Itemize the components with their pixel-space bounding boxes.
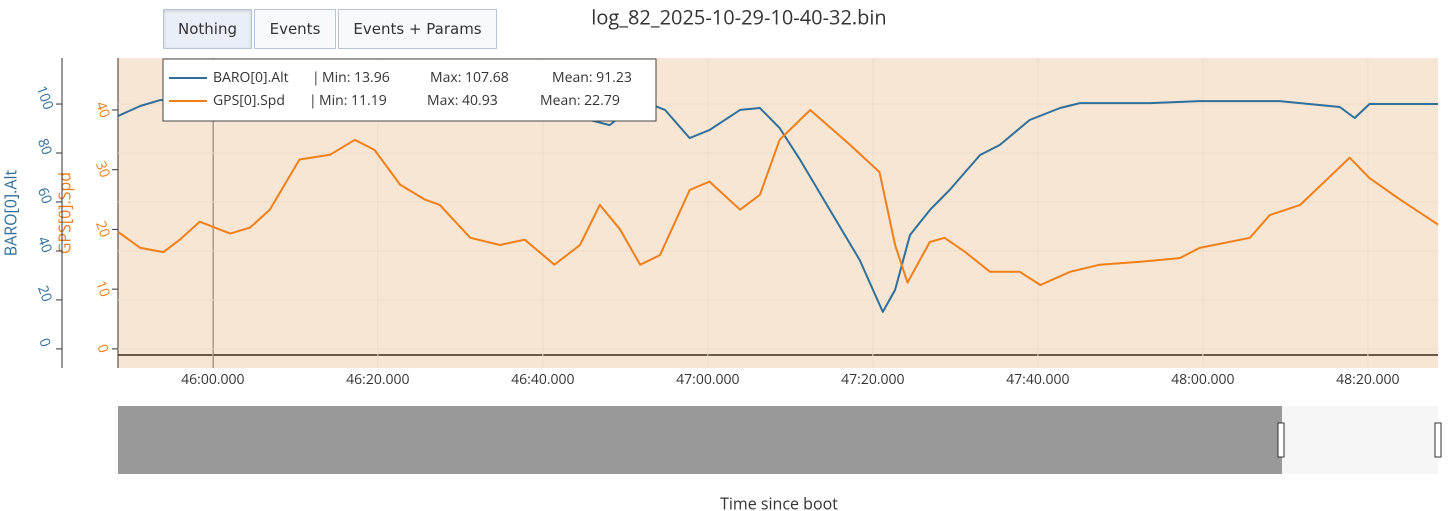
y-tick-label: 20	[33, 283, 56, 305]
y-tick-label: 60	[33, 185, 56, 207]
legend-label: BARO[0].Alt	[213, 68, 289, 87]
y-tick-label: 100	[32, 83, 58, 112]
legend-separator: |	[312, 68, 320, 87]
range-slider-window[interactable]	[1282, 406, 1438, 474]
y-axis-title: BARO[0].Alt	[0, 169, 21, 256]
y-tick-label: 40	[33, 234, 56, 256]
x-axis-title: Time since boot	[720, 492, 838, 511]
button[interactable]: Nothing	[163, 9, 252, 49]
y-tick-label: 0	[34, 336, 55, 350]
range-handle[interactable]	[1434, 422, 1442, 458]
y-tick-label: 80	[33, 136, 56, 158]
button[interactable]: Events + Params	[338, 9, 497, 49]
legend-stat: Max: 40.93	[427, 91, 498, 110]
x-tick-label: 48:20.000	[1336, 370, 1399, 389]
legend-stat: Min: 11.19	[319, 91, 387, 110]
y2-tick-label: 0	[92, 342, 113, 356]
y2-tick-label: 30	[91, 159, 114, 181]
x-tick-label: 46:20.000	[346, 370, 409, 389]
plot-area	[118, 58, 1438, 368]
legend-separator: |	[309, 91, 317, 110]
series-line	[117, 109, 1439, 286]
legend-stat: Mean: 22.79	[540, 91, 620, 110]
y2-tick-label: 10	[91, 278, 114, 300]
x-tick-label: 48:00.000	[1171, 370, 1234, 389]
legend	[162, 58, 657, 122]
chart-title: log_82_2025-10-29-10-40-32.bin	[591, 3, 886, 30]
legend-stat: Mean: 91.23	[552, 68, 632, 87]
x-tick-label: 47:20.000	[841, 370, 904, 389]
legend-stat: Min: 13.96	[322, 68, 390, 87]
x-tick-label: 46:40.000	[511, 370, 574, 389]
x-tick-label: 47:00.000	[676, 370, 739, 389]
range-slider-mask	[118, 406, 1282, 474]
y2-tick-label: 40	[91, 99, 114, 121]
range-handle[interactable]	[1277, 422, 1285, 458]
y2-axis-title: GPS[0].Spd	[53, 172, 75, 254]
y2-tick-label: 20	[91, 218, 114, 240]
button[interactable]: Events	[254, 9, 336, 49]
legend-stat: Max: 107.68	[430, 68, 509, 87]
legend-label: GPS[0].Spd	[213, 91, 285, 110]
series-line	[117, 97, 1438, 313]
x-tick-label: 47:40.000	[1006, 370, 1069, 389]
x-tick-label: 46:00.000	[181, 370, 244, 389]
